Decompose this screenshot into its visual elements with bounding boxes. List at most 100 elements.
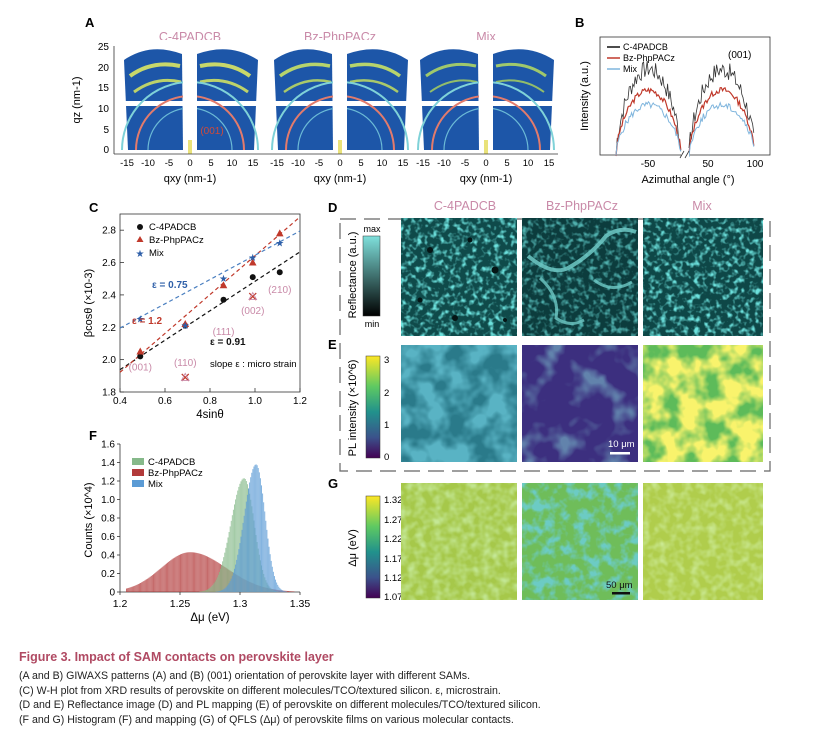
- panel-d-material-1: C-4PADCB: [434, 199, 496, 213]
- panel-f-legend: C-4PADCB Bz-PhpPACz Mix: [132, 457, 203, 490]
- qfls-colorbar-tick: 1.12: [384, 573, 403, 584]
- histogram-bar: [224, 588, 226, 592]
- y-tick-label: 1.8: [102, 388, 116, 399]
- panel-b-x-label: Azimuthal angle (°): [641, 174, 734, 186]
- y-tick-label: 2.6: [102, 258, 116, 269]
- giwaxs-image-c4padcb: [118, 40, 261, 154]
- histogram-bar: [208, 557, 210, 592]
- histogram-bar: [210, 587, 212, 592]
- panel-e-y-label: PL intensity (×10^6): [347, 360, 359, 457]
- outlier-point: [248, 291, 258, 300]
- histogram-bar: [132, 586, 134, 592]
- panel-g-y-label: Δμ (eV): [347, 529, 359, 567]
- histogram-bar: [222, 589, 224, 592]
- data-point: [249, 274, 256, 281]
- qfls-image-bz: 50 μm: [522, 483, 638, 600]
- histogram-bar: [271, 566, 273, 592]
- histogram-bar: [165, 563, 167, 592]
- histogram-bar: [157, 570, 159, 592]
- legend-label: Bz-PhpPACz: [149, 235, 204, 246]
- epsilon-mix: ε = 0.75: [152, 280, 188, 291]
- histogram-bar: [267, 538, 269, 592]
- histogram-bar: [231, 575, 233, 592]
- histogram-bar: [284, 591, 286, 592]
- histogram-bar: [213, 583, 215, 592]
- histogram-bar: [211, 558, 213, 592]
- histogram-bar: [198, 553, 200, 592]
- data-point: [219, 281, 228, 289]
- histogram-bar: [160, 568, 162, 592]
- histogram-bar: [131, 586, 133, 592]
- data-point: [248, 258, 257, 266]
- pl-colorbar-tick: 0: [384, 452, 389, 463]
- histogram-bar: [273, 576, 275, 592]
- histogram-bar: [277, 584, 279, 592]
- x-tick-label: 1.25: [170, 598, 191, 610]
- outlier-point: [181, 373, 190, 382]
- epsilon-bz: ε = 1.2: [132, 316, 162, 327]
- y-tick-label: 0.8: [101, 514, 115, 525]
- panel-a: A C-4PADCB Bz-PhpPACz Mix 25 20 15 10 5 …: [71, 15, 558, 185]
- panel-a-y-tick-label: 15: [98, 83, 110, 94]
- histogram-bar: [149, 576, 151, 592]
- histogram-bar: [223, 589, 225, 592]
- histogram-bar: [178, 554, 180, 592]
- histogram-bar: [169, 561, 171, 592]
- reflectance-image-mix: [643, 218, 763, 336]
- panel-a-y-tick-label: 5: [103, 125, 109, 136]
- qfls-colorbar-tick: 1.22: [384, 534, 403, 545]
- panel-a-x-label-1: qxy (nm-1): [164, 173, 217, 185]
- x-tick-label: 0.4: [113, 396, 127, 407]
- histogram-bar: [195, 552, 197, 592]
- scale-bar: [612, 592, 630, 595]
- histogram-bar: [146, 579, 148, 592]
- histogram-bar: [259, 478, 261, 592]
- scale-bar: [610, 452, 630, 455]
- histogram-bar: [173, 557, 175, 592]
- data-point: ★: [275, 239, 284, 250]
- qfls-colorbar-tick: 1.27: [384, 515, 403, 526]
- histogram-bar: [184, 552, 186, 592]
- colorbar-min-label: min: [365, 319, 380, 329]
- histogram-bar: [291, 591, 293, 592]
- histogram-bar: [270, 560, 272, 592]
- histogram-bar: [141, 582, 143, 592]
- panel-a-x-tick-label: 0: [337, 158, 342, 169]
- histogram-bar: [262, 493, 264, 592]
- histogram-bar: [174, 557, 176, 592]
- legend-label: Bz-PhpPACz: [623, 53, 675, 63]
- histogram-bar: [177, 555, 179, 592]
- histogram-bar: [257, 467, 259, 592]
- x-tick-label: 1.2: [113, 598, 128, 610]
- caption-line: (C) W-H plot from XRD results of perovsk…: [19, 684, 501, 697]
- histogram-bar: [229, 581, 231, 592]
- histogram-bar: [286, 590, 288, 592]
- histogram-bar: [236, 494, 238, 592]
- histogram-bar: [225, 587, 227, 592]
- histogram-bar: [245, 501, 247, 592]
- histogram-bar: [181, 553, 183, 592]
- panel-c-hkl-labels: (001) (110) (111) (002) (210): [129, 285, 292, 374]
- histogram-bar: [200, 591, 202, 592]
- histogram-bar: [204, 555, 206, 592]
- histogram-bar: [214, 581, 216, 592]
- histogram-bar: [153, 574, 154, 592]
- histogram-bar: [254, 464, 256, 592]
- panel-a-x-ticks-2: -15 -10 -5 0 5 10 15: [270, 158, 408, 169]
- histogram-bar: [128, 587, 130, 592]
- histogram-bar: [210, 558, 212, 592]
- histogram-bar: [290, 591, 292, 592]
- histogram-bar: [215, 579, 217, 592]
- reflectance-image-bz: [522, 218, 638, 336]
- histogram-bar: [265, 520, 267, 592]
- giwaxs-image-mix: [414, 40, 557, 154]
- hkl-label: (210): [268, 285, 291, 296]
- histogram-bar: [194, 552, 196, 592]
- histogram-bar: [241, 529, 243, 592]
- histogram-bar: [209, 588, 211, 592]
- data-point: [275, 229, 284, 237]
- histogram-bar: [204, 590, 206, 592]
- histogram-bar: [148, 577, 150, 592]
- histogram-bar: [197, 553, 199, 592]
- histogram-bar: [222, 561, 224, 592]
